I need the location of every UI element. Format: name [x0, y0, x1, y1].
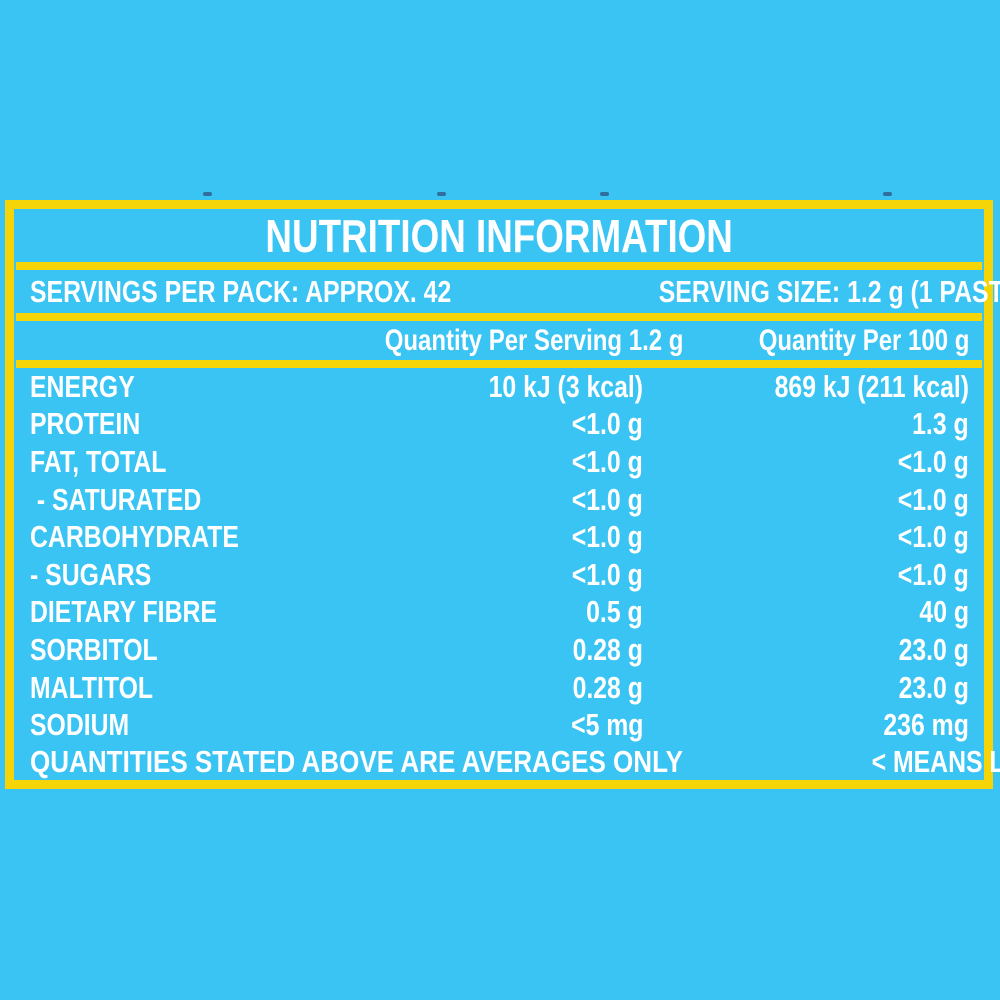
table-row: PROTEIN <1.0 g 1.3 g [14, 406, 984, 444]
table-row: SODIUM <5 mg 236 mg [14, 706, 984, 744]
per-serving-value: 0.5 g [586, 594, 643, 630]
nutrient-table: ENERGY 10 kJ (3 kcal) 869 kJ (211 kcal) … [14, 368, 984, 744]
table-row: DIETARY FIBRE 0.5 g 40 g [14, 594, 984, 632]
footnote-less-than: < MEANS LESS THAN [871, 744, 1000, 779]
divider [16, 360, 982, 368]
crop-mark [437, 192, 446, 196]
serving-size: SERVING SIZE: 1.2 g (1 PASTILLE) [658, 273, 1000, 309]
table-row: ENERGY 10 kJ (3 kcal) 869 kJ (211 kcal) [14, 368, 984, 406]
table-row: FAT, TOTAL <1.0 g <1.0 g [14, 443, 984, 481]
per-100g-value: 23.0 g [898, 669, 969, 705]
per-100g-value: 236 mg [883, 707, 969, 743]
table-row: - SUGARS <1.0 g <1.0 g [14, 556, 984, 594]
table-row: - SATURATED <1.0 g <1.0 g [14, 481, 984, 519]
divider [16, 262, 982, 270]
column-header-row: Quantity Per Serving 1.2 g Quantity Per … [14, 321, 984, 360]
footnote-averages: QUANTITIES STATED ABOVE ARE AVERAGES ONL… [30, 744, 684, 779]
per-serving-value: <1.0 g [572, 556, 643, 592]
per-100g-value: <1.0 g [898, 519, 969, 555]
per-100g-value: <1.0 g [898, 481, 969, 517]
nutrient-label: DIETARY FIBRE [30, 594, 217, 630]
nutrient-label: SODIUM [30, 707, 130, 743]
column-header-per-100g: Quantity Per 100 g [758, 323, 969, 357]
crop-mark [600, 192, 609, 196]
per-100g-value: 40 g [919, 594, 969, 630]
per-serving-value: <1.0 g [572, 519, 643, 555]
per-serving-value: <1.0 g [572, 406, 643, 442]
nutrient-label: FAT, TOTAL [30, 443, 167, 479]
table-row: CARBOHYDRATE <1.0 g <1.0 g [14, 518, 984, 556]
crop-mark [203, 192, 212, 196]
panel-title-block: NUTRITION INFORMATION [14, 209, 984, 262]
nutrient-label: MALTITOL [30, 669, 154, 705]
nutrient-label: - SUGARS [30, 556, 152, 592]
servings-row: SERVINGS PER PACK: APPROX. 42 SERVING SI… [14, 270, 1000, 313]
per-serving-value: 10 kJ (3 kcal) [488, 368, 643, 404]
table-row: MALTITOL 0.28 g 23.0 g [14, 669, 984, 707]
per-serving-value: 0.28 g [572, 631, 643, 667]
per-serving-value: <1.0 g [572, 481, 643, 517]
nutrient-label: CARBOHYDRATE [30, 519, 239, 555]
divider [16, 313, 982, 321]
footnote-row: QUANTITIES STATED ABOVE ARE AVERAGES ONL… [14, 744, 1000, 780]
per-100g-value: <1.0 g [898, 443, 969, 479]
per-100g-value: <1.0 g [898, 556, 969, 592]
per-serving-value: <5 mg [570, 707, 643, 743]
per-serving-value: <1.0 g [572, 443, 643, 479]
table-row: SORBITOL 0.28 g 23.0 g [14, 631, 984, 669]
nutrient-label: SORBITOL [30, 631, 158, 667]
per-serving-value: 0.28 g [572, 669, 643, 705]
nutrient-label: - SATURATED [30, 481, 202, 517]
per-100g-value: 869 kJ (211 kcal) [774, 368, 969, 404]
column-header-per-serving: Quantity Per Serving 1.2 g [384, 323, 684, 357]
per-100g-value: 1.3 g [912, 406, 969, 442]
per-100g-value: 23.0 g [898, 631, 969, 667]
crop-mark [883, 192, 892, 196]
nutrient-label: PROTEIN [30, 406, 141, 442]
nutrition-panel: NUTRITION INFORMATION SERVINGS PER PACK:… [5, 200, 1000, 789]
servings-per-pack: SERVINGS PER PACK: APPROX. 42 [30, 273, 452, 309]
nutrient-label: ENERGY [30, 368, 135, 404]
panel-title: NUTRITION INFORMATION [265, 209, 733, 262]
